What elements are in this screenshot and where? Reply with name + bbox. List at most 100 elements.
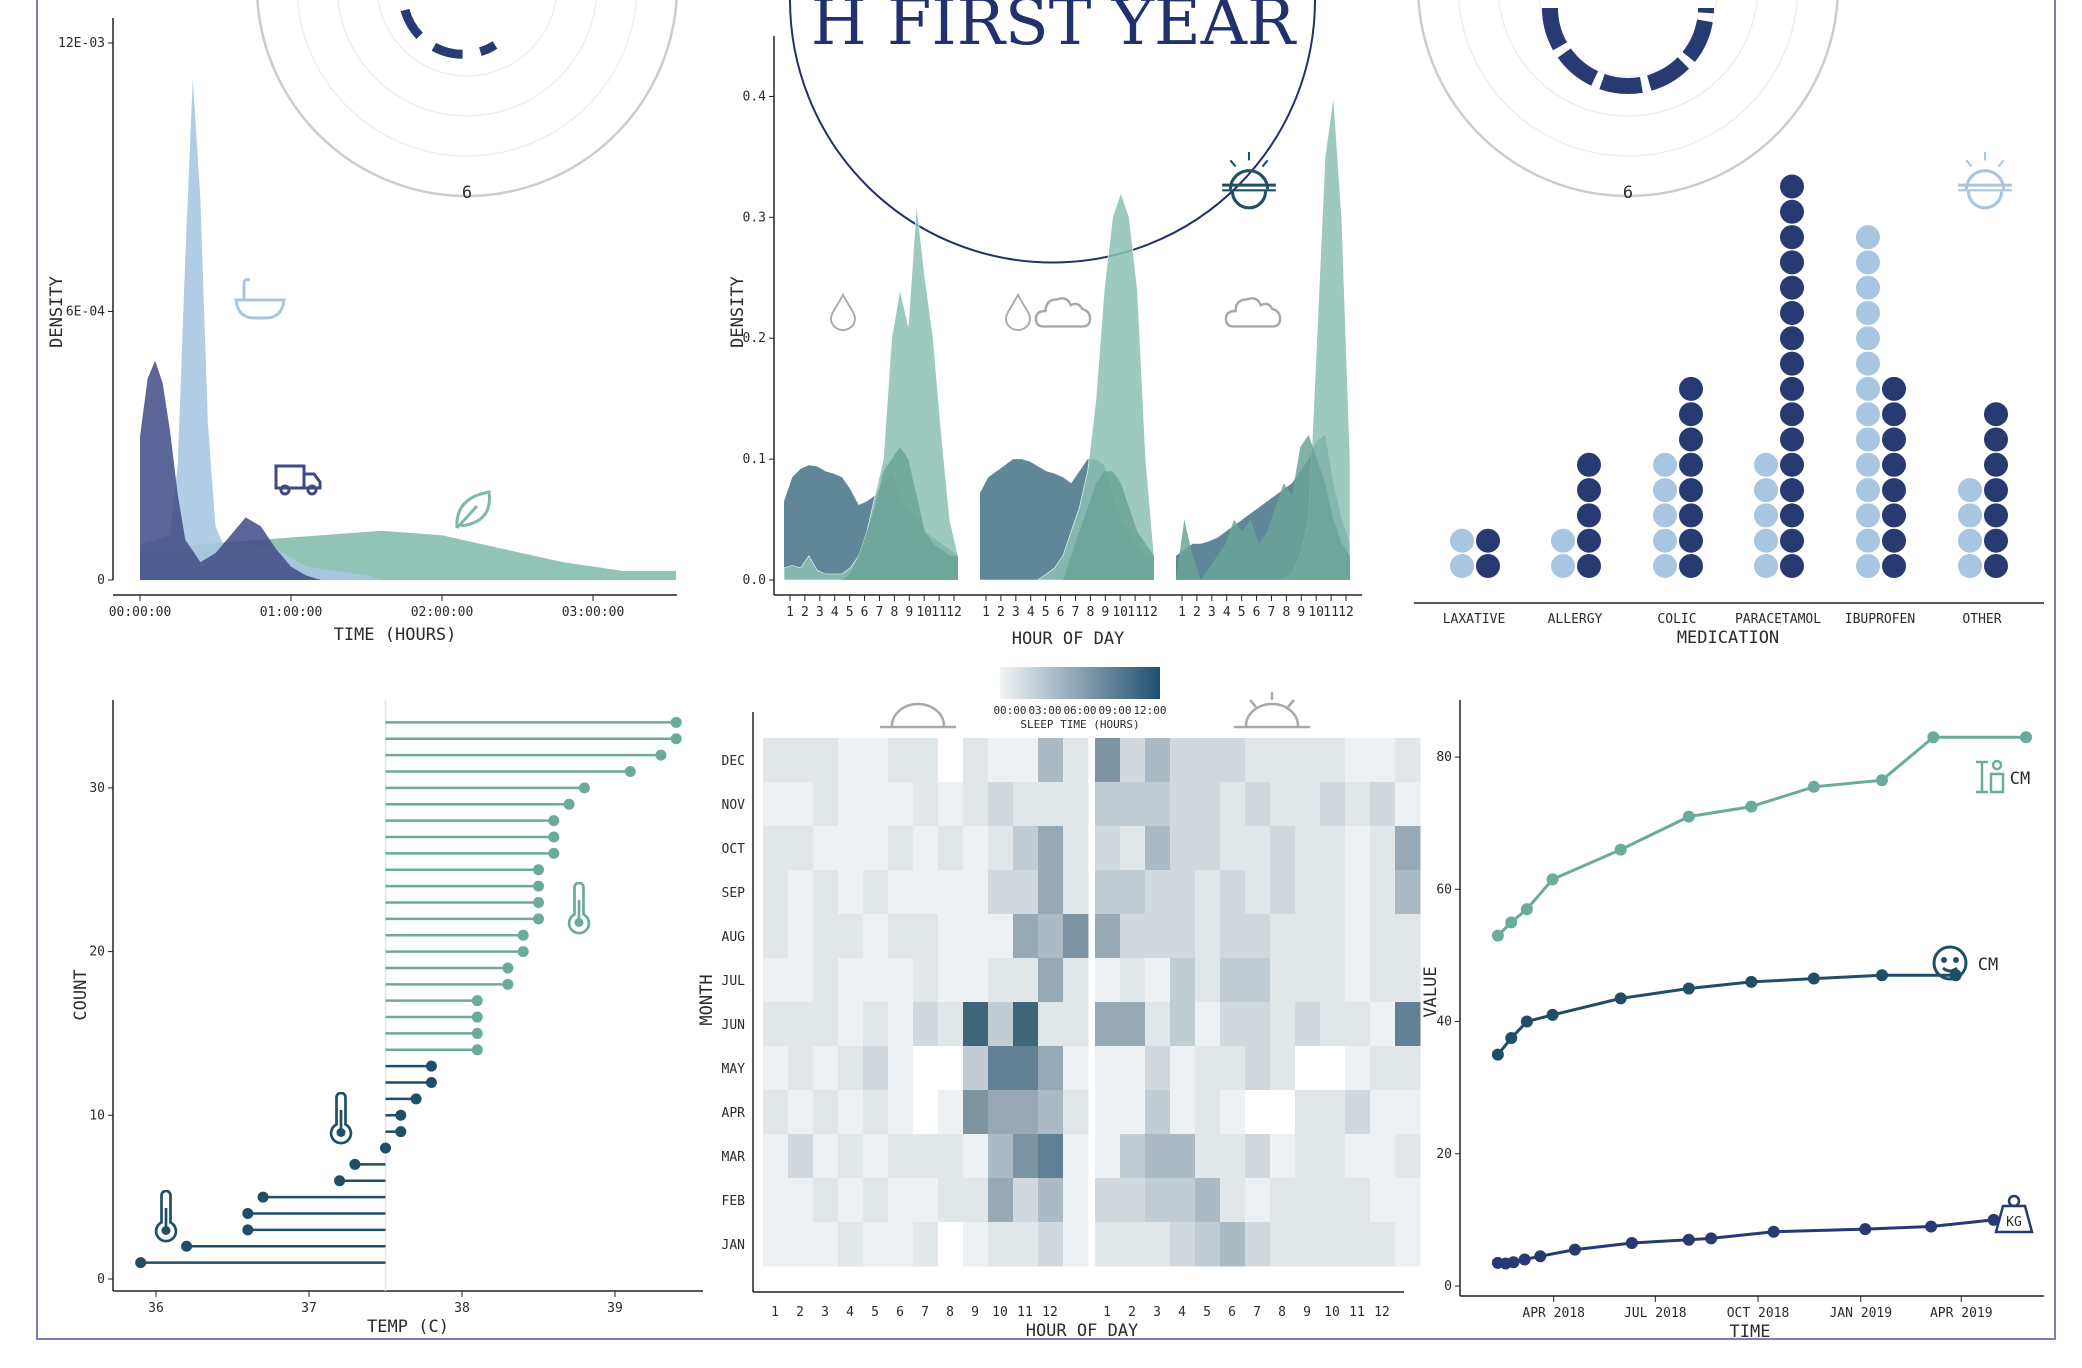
heatmap-x-tick-label: 8 [1278, 1305, 1286, 1320]
heatmap-cell [763, 958, 789, 1003]
heatmap-cell [1145, 826, 1171, 871]
hourly-x-tick-label: 6 [1057, 605, 1065, 620]
medication-category-label: IBUPROFEN [1845, 612, 1915, 627]
heatmap-cell [1295, 1178, 1321, 1223]
heatmap-cell [1013, 1090, 1039, 1135]
medication-category-label: PARACETAMOL [1735, 612, 1821, 627]
temp-lollipop-dot [670, 733, 682, 745]
hourly-x-tick-label: 8 [1282, 605, 1290, 620]
duration-x-tick-label: 02:00:00 [411, 605, 474, 620]
heatmap-x-tick-label: 10 [1324, 1305, 1340, 1320]
heatmap-x-tick-label: 6 [896, 1305, 904, 1320]
growth-line-baby-face [1496, 973, 1956, 1056]
heatmap-cell [1145, 1178, 1171, 1223]
growth-point [1875, 774, 1888, 787]
heatmap-cell [1038, 1178, 1064, 1223]
polar-chart-right: 6 [1417, 0, 1839, 203]
medication-dot [1576, 451, 1602, 478]
heatmap-cell [1038, 738, 1064, 783]
heatmap-cell [1270, 870, 1296, 915]
heatmap-legend-tick: 09:00 [1098, 704, 1131, 717]
heatmap-cell [1095, 738, 1121, 783]
thermometer-icon [154, 1190, 178, 1243]
heatmap-cell [788, 1134, 814, 1179]
heatmap-cell [938, 1090, 964, 1135]
hourly-x-tick-label: 9 [1101, 605, 1109, 620]
hourly-x-tick-label: 9 [905, 605, 913, 620]
heatmap-cell [1145, 1002, 1171, 1047]
medication-dot [1779, 300, 1805, 326]
heatmap-cell [1220, 958, 1246, 1003]
medication-dot [1881, 426, 1907, 453]
heatmap-x-tick-label: 1 [771, 1305, 779, 1320]
heatmap-cell [1195, 1090, 1221, 1135]
hourly-x-tick-label: 4 [1223, 605, 1231, 620]
heatmap-cell [888, 914, 914, 959]
heatmap-cell [1013, 1134, 1039, 1179]
medication-dot [1957, 527, 1983, 554]
heatmap-cell [988, 782, 1014, 827]
heatmap-cell [788, 958, 814, 1003]
heatmap-cell [1195, 1134, 1221, 1179]
medication-dot [1983, 426, 2009, 453]
heatmap-cell [938, 870, 964, 915]
temp-x-tick-label: 37 [301, 1301, 317, 1316]
heatmap-month-label: JUL [722, 974, 746, 989]
heatmap-cell [938, 914, 964, 959]
heatmap-cell [1170, 826, 1196, 871]
heatmap-month-label: AUG [722, 930, 746, 945]
medication-dot [1576, 477, 1602, 504]
heatmap-x-tick-label: 7 [1253, 1305, 1261, 1320]
heatmap-cell [1063, 1222, 1089, 1267]
heatmap-cell [988, 1134, 1014, 1179]
medication-dot [1983, 502, 2009, 529]
heatmap-month-label: APR [722, 1106, 746, 1121]
heatmap-cell [988, 1090, 1014, 1135]
heatmap-cell [1220, 870, 1246, 915]
temp-y-tick-label: 10 [89, 1108, 105, 1123]
heatmap-cell [1270, 1222, 1296, 1267]
medication-dot [1678, 527, 1704, 554]
heatmap-cell [888, 1134, 914, 1179]
heatmap-cell [863, 1046, 889, 1091]
growth-point [1859, 1223, 1872, 1236]
hourly-x-tick-label: 11 [931, 605, 947, 620]
hourly-x-tick-label: 11 [1127, 605, 1143, 620]
heatmap-cell [1320, 914, 1346, 959]
heatmap-cell [838, 782, 864, 827]
heatmap-cell [763, 1090, 789, 1135]
hourly-x-tick-label: 12 [1142, 605, 1158, 620]
growth-line-weight [1497, 1218, 1994, 1266]
medication-dot [1881, 553, 1907, 579]
growth-point [2020, 731, 2033, 744]
heatmap-cell [888, 826, 914, 871]
temp-lollipop-dot [548, 815, 560, 827]
heatmap-cell [1245, 1002, 1271, 1047]
heatmap-cell [963, 738, 989, 783]
heatmap-cell [813, 738, 839, 783]
temp-y-tick-label: 20 [89, 945, 105, 960]
medication-category-label: OTHER [1962, 612, 2001, 627]
heatmap-cell [988, 826, 1014, 871]
heatmap-cell [963, 1090, 989, 1135]
medication-dot [1652, 451, 1678, 478]
bathtub-icon [234, 278, 286, 320]
heatmap-cell [1120, 1134, 1146, 1179]
heatmap-cell [1038, 870, 1064, 915]
growth-point [1767, 1225, 1780, 1238]
heatmap-cell [1270, 782, 1296, 827]
polar-ring [377, 0, 557, 77]
heatmap-cell [938, 1046, 964, 1091]
polar-arc-left [400, 8, 498, 59]
temp-lollipop-dot [425, 1060, 437, 1072]
heatmap-cell [1145, 738, 1171, 783]
heatmap-cell [913, 782, 939, 827]
temp-lollipop-dot [563, 798, 575, 810]
hourly-x-tick-label: 10 [1112, 605, 1128, 620]
heatmap-x-tick-label: 12 [1374, 1305, 1390, 1320]
medication-dot [1855, 502, 1881, 529]
medication-dot [1652, 477, 1678, 504]
heatmap-cell [1145, 958, 1171, 1003]
heatmap-cell [863, 1090, 889, 1135]
heatmap-cell [1345, 738, 1371, 783]
